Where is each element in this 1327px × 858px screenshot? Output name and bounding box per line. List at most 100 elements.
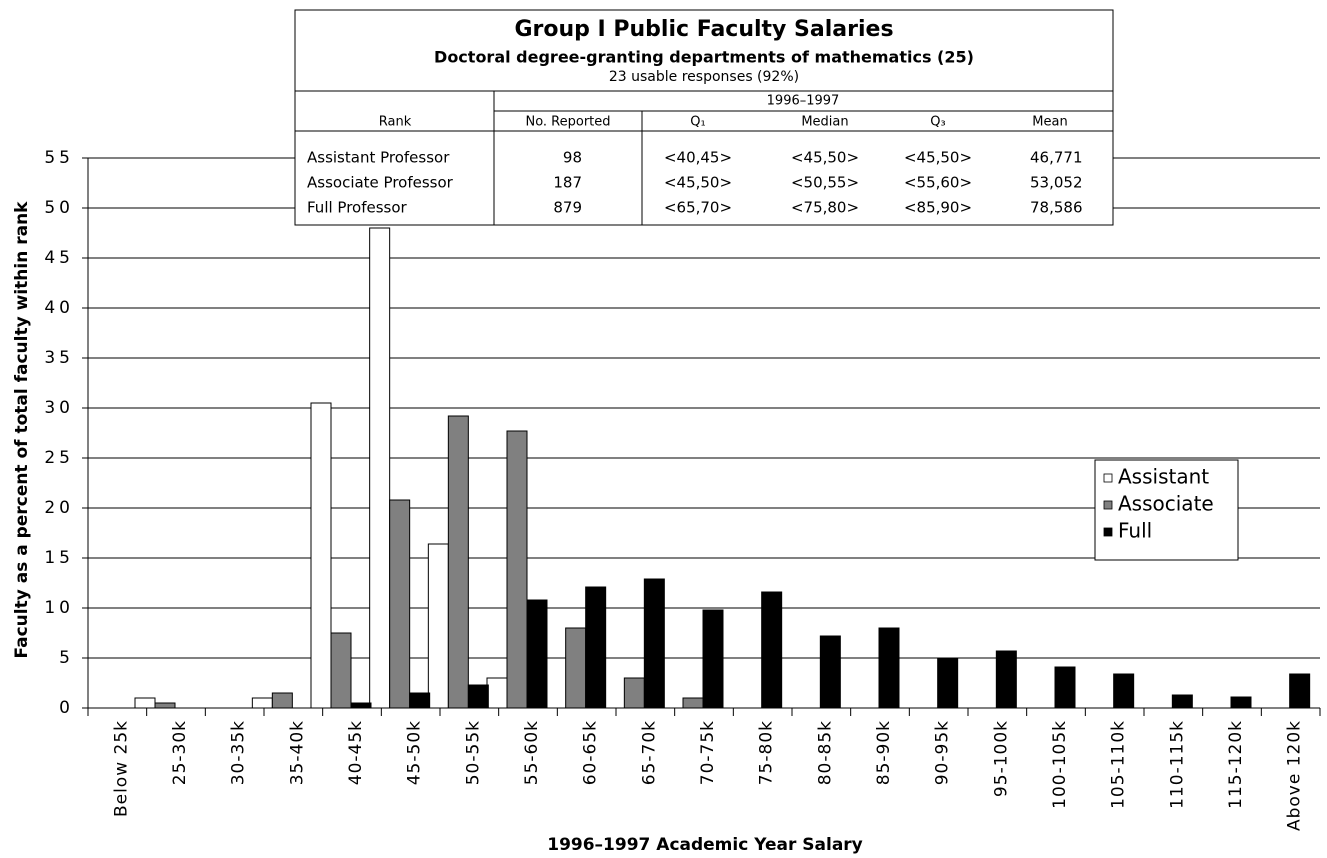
x-tick-label: 115-120k [1226, 720, 1246, 809]
bar [995, 650, 1017, 709]
y-tick-label: 0 [59, 698, 74, 718]
table-cell: 46,771 [1030, 149, 1083, 167]
legend-label: Associate [1118, 492, 1214, 516]
x-axis-title: 1996–1997 Academic Year Salary [547, 835, 863, 855]
table-cell: 53,052 [1030, 174, 1083, 192]
bar [623, 677, 645, 709]
x-tick-label: 30-35k [229, 720, 249, 785]
bar [350, 702, 372, 709]
table-cell: 187 [553, 174, 582, 192]
y-tick-label: 15 [44, 548, 74, 568]
table-cell: 879 [553, 199, 582, 217]
x-tick-label: 70-75k [698, 720, 718, 785]
bar [389, 499, 411, 709]
bar [369, 227, 391, 709]
table-cell: Assistant Professor [307, 149, 450, 167]
bar [1171, 694, 1193, 709]
table-cell: 78,586 [1030, 199, 1083, 217]
y-tick-label: 50 [44, 198, 74, 218]
x-tick-label: 85-90k [874, 720, 894, 785]
bar [702, 609, 724, 709]
bar [819, 635, 841, 709]
bar [526, 599, 548, 709]
table-subtitle: Doctoral degree-granting departments of … [434, 48, 974, 67]
y-tick-label: 10 [44, 598, 74, 618]
bar [1113, 673, 1135, 709]
bar [271, 692, 293, 709]
x-tick-label: 80-85k [815, 720, 835, 785]
table-cell: <75,80> [791, 199, 859, 217]
x-tick-label: 75-80k [757, 720, 777, 785]
table-header: Rank [379, 115, 412, 130]
bar [878, 627, 900, 709]
table-header: Q₃ [930, 115, 945, 130]
x-tick-label: 90-95k [933, 720, 953, 785]
x-tick-label: 25-30k [170, 720, 190, 785]
x-tick-label: 110-115k [1167, 720, 1187, 809]
table-cell: <45,50> [791, 149, 859, 167]
y-tick-label: 30 [44, 398, 74, 418]
table-cell: Full Professor [307, 199, 408, 217]
bar [486, 677, 508, 709]
legend-label: Full [1118, 519, 1152, 543]
x-tick-label: 100-105k [1050, 720, 1070, 809]
bar [409, 692, 431, 709]
bar [1230, 696, 1252, 709]
y-tick-label: 35 [44, 348, 74, 368]
x-tick-label: 65-70k [639, 720, 659, 785]
bar [330, 632, 352, 709]
table-cell: <55,60> [904, 174, 972, 192]
y-tick-label: 5 [59, 648, 74, 668]
bar [761, 591, 783, 709]
x-tick-label: 55-60k [522, 720, 542, 785]
table-cell: <45,50> [904, 149, 972, 167]
bar [643, 578, 665, 709]
bar [310, 402, 332, 709]
bar [585, 586, 607, 709]
legend-label: Assistant [1118, 465, 1209, 489]
bar [134, 697, 156, 709]
x-tick-label: 50-55k [463, 720, 483, 785]
table-box [294, 9, 1114, 226]
y-tick-label: 45 [44, 248, 74, 268]
legend-swatch [1103, 500, 1113, 510]
y-tick-label: 20 [44, 498, 74, 518]
table-title: Group I Public Faculty Salaries [514, 17, 893, 42]
table-header: No. Reported [525, 115, 610, 130]
bar [1289, 673, 1311, 709]
table-header: Q₁ [690, 115, 705, 130]
bar [506, 430, 528, 709]
table-cell: Associate Professor [307, 174, 454, 192]
table-cell: <45,50> [664, 174, 732, 192]
y-tick-label: 25 [44, 448, 74, 468]
x-tick-label: Above 120k [1285, 720, 1305, 831]
table-cell: <40,45> [664, 149, 732, 167]
legend-swatch [1103, 527, 1113, 537]
table-cell: <65,70> [664, 199, 732, 217]
bar [1054, 666, 1076, 709]
x-tick-label: Below 25k [111, 720, 131, 817]
y-tick-label: 40 [44, 298, 74, 318]
x-tick-label: 60-65k [581, 720, 601, 785]
bar [937, 658, 959, 709]
y-axis-title: Faculty as a percent of total faculty wi… [12, 201, 32, 659]
x-tick-label: 35-40k [287, 720, 307, 785]
legend-box [1094, 459, 1239, 561]
bar [447, 415, 469, 709]
bar [682, 697, 704, 709]
bar [467, 684, 489, 709]
x-tick-label: 95-100k [991, 720, 1011, 797]
bar [427, 543, 449, 709]
x-tick-label: 105-110k [1109, 720, 1129, 809]
x-tick-label: 40-45k [346, 720, 366, 785]
table-period: 1996–1997 [767, 94, 840, 109]
legend-swatch [1103, 473, 1113, 483]
bar [251, 697, 273, 709]
y-tick-label: 55 [44, 148, 74, 168]
table-note: 23 usable responses (92%) [609, 69, 799, 85]
table-cell: 98 [563, 149, 582, 167]
bar [565, 627, 587, 709]
table-cell: <50,55> [791, 174, 859, 192]
table-header: Mean [1032, 115, 1067, 130]
